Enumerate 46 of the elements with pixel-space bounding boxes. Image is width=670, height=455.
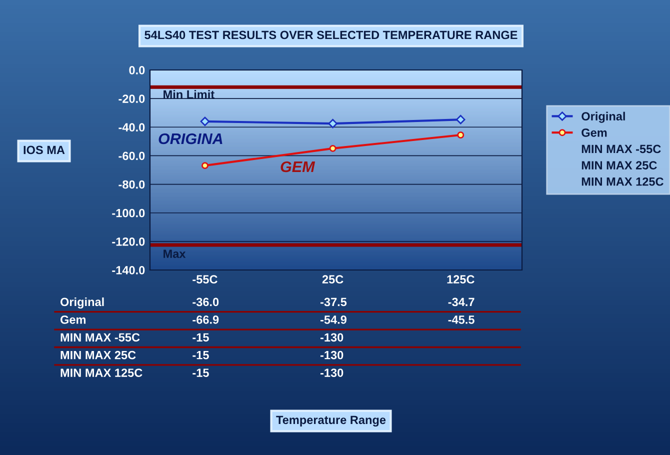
text: Temperature Range <box>276 416 386 426</box>
y-tick-label: -20.0 <box>118 94 145 103</box>
text: -130 <box>320 333 344 342</box>
chart-title: 54LS40 TEST RESULTS OVER SELECTED TEMPERATURE RANGE <box>144 30 518 40</box>
text: Gem <box>60 316 86 324</box>
ref-line-label: Max <box>164 250 186 258</box>
text: Original <box>60 297 104 309</box>
text: -15 <box>192 333 209 342</box>
data-label: -37.5 <box>320 298 347 306</box>
text: MIN MAX 25C <box>60 350 136 360</box>
legend-label: Gem <box>582 128 607 137</box>
x-tick-label: 125C <box>447 275 474 284</box>
y-axis-title: IOS MA <box>24 146 65 154</box>
point <box>329 144 336 152</box>
x-tick-label: 25C <box>322 275 344 284</box>
text: MIN MAX 125C <box>60 368 142 377</box>
text: -15 <box>192 351 209 360</box>
point <box>457 132 464 138</box>
y-tick-label: -120.0 <box>112 237 145 246</box>
data-label: -54.9 <box>320 316 346 324</box>
text: MIN MAX -55C <box>582 144 661 154</box>
point <box>328 118 338 128</box>
point <box>200 116 210 126</box>
data-label: -36.0 <box>192 298 219 306</box>
text: -15 <box>192 368 209 377</box>
y-tick-label: -60.0 <box>118 152 145 160</box>
legend-label: Original <box>582 112 625 123</box>
text: MIN MAX -55C <box>60 333 140 342</box>
text: -130 <box>320 368 344 377</box>
point <box>456 114 466 124</box>
data-label: -34.7 <box>448 298 474 306</box>
data-label: -66.9 <box>192 316 219 324</box>
ref-line-label: Min Limit <box>164 90 214 99</box>
x-tick-label: -55C <box>192 275 218 284</box>
annotation: GEM <box>280 161 316 172</box>
text: -130 <box>320 350 344 360</box>
y-tick-label: -140.0 <box>112 266 145 274</box>
y-tick-label: -100.0 <box>112 208 145 218</box>
y-tick-label: -80.0 <box>118 180 145 189</box>
data-label: -45.5 <box>448 316 474 324</box>
point <box>201 162 208 170</box>
y-tick-label: 0.0 <box>129 66 145 74</box>
annotation: ORIGINA <box>158 133 222 144</box>
text: MIN MAX 125C <box>582 177 664 186</box>
text: MIN MAX 25C <box>582 161 657 170</box>
y-tick-label: -40.0 <box>118 123 145 132</box>
